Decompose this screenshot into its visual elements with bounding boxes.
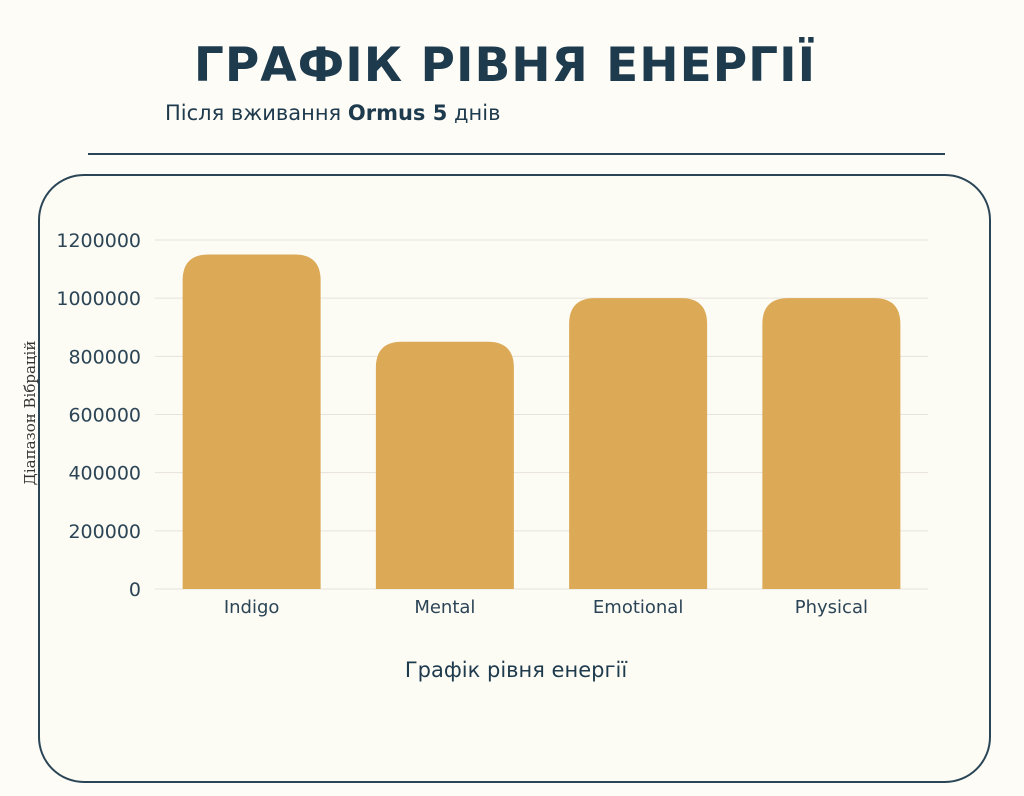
subtitle-text-pre: Після вживання [165,101,348,125]
y-axis-ticks: 0 200000 400000 600000 800000 1000000 1200000 [56,230,141,601]
y-tick-label: 1000000 [56,288,141,310]
subtitle-text-post: днів [447,101,501,125]
page-title: ГРАФІК РІВНЯ ЕНЕРГІЇ [193,38,817,93]
y-tick-label: 1200000 [56,230,141,252]
y-tick-label: 0 [129,579,141,601]
x-tick-label: Indigo [224,597,280,618]
title-divider [88,153,945,155]
y-axis-title: Діапазон Вібрацій [21,341,39,486]
bar-physical [762,298,901,589]
page-subtitle: Після вживання Ormus 5 днів [165,101,500,125]
x-axis-categories: Indigo Mental Emotional Physical [224,597,868,618]
y-tick-label: 600000 [68,405,141,427]
y-tick-label: 800000 [68,346,141,368]
x-tick-label: Physical [795,597,868,618]
x-axis-title: Графік рівня енергії [405,658,628,682]
bar-emotional [569,298,708,589]
y-tick-label: 200000 [68,521,141,543]
subtitle-product: Ormus 5 [347,101,448,125]
bar-mental [375,341,514,589]
y-tick-label: 400000 [68,463,141,485]
x-tick-label: Mental [414,597,475,618]
x-tick-label: Emotional [593,597,683,618]
bar-indigo [182,254,321,589]
bars [182,254,901,589]
